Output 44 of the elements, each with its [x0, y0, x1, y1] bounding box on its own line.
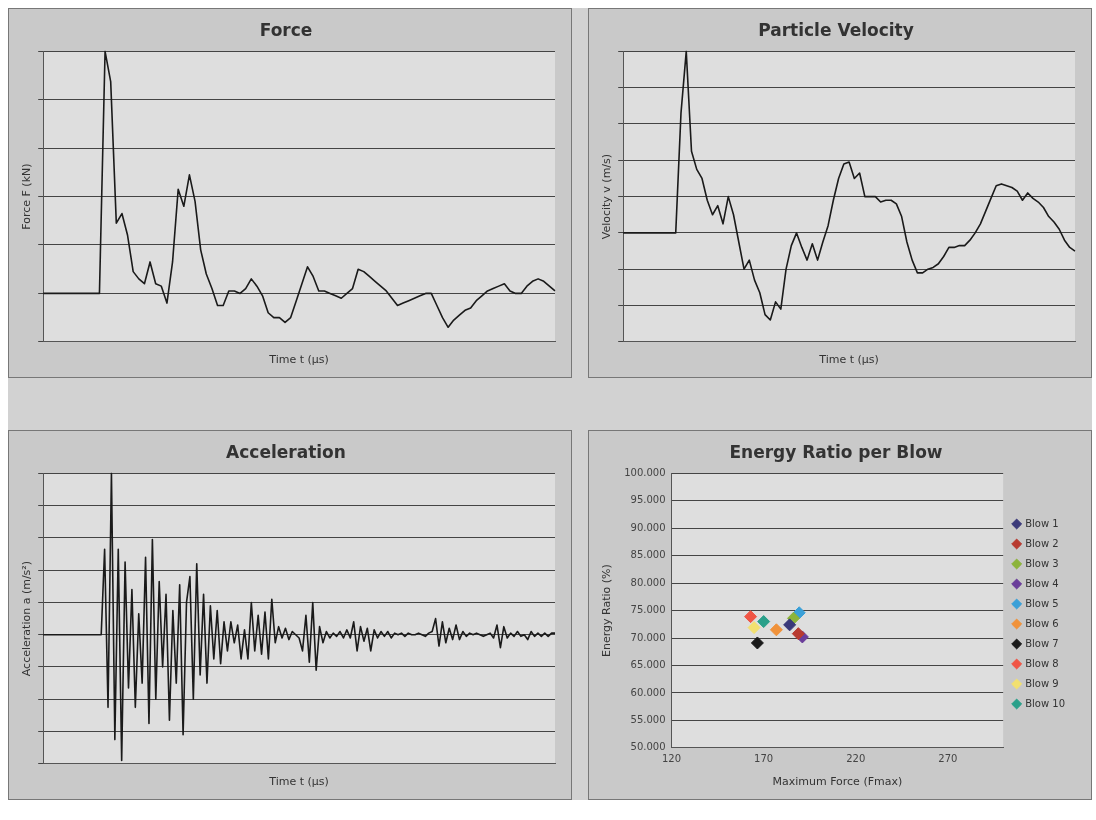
y-tick-label: 75.000 — [630, 604, 666, 616]
y-tick-label: 100.000 — [624, 466, 666, 478]
y-tick-label: 90.000 — [630, 521, 666, 533]
y-tick-label: 60.000 — [630, 686, 666, 698]
x-axis-title: Time t (μs) — [268, 775, 329, 789]
point — [747, 621, 761, 635]
legend-label: Blow 4 — [1025, 577, 1059, 589]
y-tick-label: 50.000 — [630, 741, 666, 753]
x-tick-label: 170 — [754, 753, 774, 765]
legend-label: Blow 10 — [1025, 697, 1065, 709]
legend-label: Blow 6 — [1025, 617, 1059, 629]
y-tick-label: 95.000 — [630, 494, 666, 506]
x-tick-label: 120 — [662, 753, 682, 765]
y-tick-label: 55.000 — [630, 713, 666, 725]
y-axis-title: Acceleration a (m/s²) — [20, 560, 34, 677]
point — [750, 636, 764, 650]
point — [791, 627, 805, 641]
y-axis-title: Velocity v (m/s) — [600, 153, 614, 240]
legend-label: Blow 9 — [1025, 677, 1059, 689]
chart-title: Energy Ratio per Blow — [729, 441, 943, 462]
x-axis-title: Time t (μs) — [818, 353, 879, 367]
y-axis-title: Energy Ratio (%) — [600, 564, 614, 657]
x-tick-label: 220 — [846, 753, 866, 765]
point — [769, 623, 783, 637]
legend-label: Blow 2 — [1025, 537, 1059, 549]
legend-label: Blow 7 — [1025, 637, 1059, 649]
legend-label: Blow 8 — [1025, 657, 1059, 669]
legend-label: Blow 5 — [1025, 597, 1059, 609]
legend-label: Blow 3 — [1025, 557, 1059, 569]
point — [757, 615, 771, 629]
chart-title: Acceleration — [226, 441, 346, 462]
x-axis-title: Time t (μs) — [268, 353, 329, 367]
y-axis-title: Force F (kN) — [20, 163, 34, 230]
x-tick-label: 270 — [938, 753, 958, 765]
legend-label: Blow 1 — [1025, 517, 1059, 529]
y-tick-label: 65.000 — [630, 659, 666, 671]
point — [783, 618, 797, 632]
y-tick-label: 70.000 — [630, 631, 666, 643]
chart-title: Particle Velocity — [758, 19, 914, 40]
chart-title: Force — [259, 19, 313, 40]
point — [744, 610, 758, 624]
y-tick-label: 80.000 — [630, 576, 666, 588]
y-tick-label: 85.000 — [630, 549, 666, 561]
x-axis-title: Maximum Force (Fmax) — [772, 775, 903, 789]
